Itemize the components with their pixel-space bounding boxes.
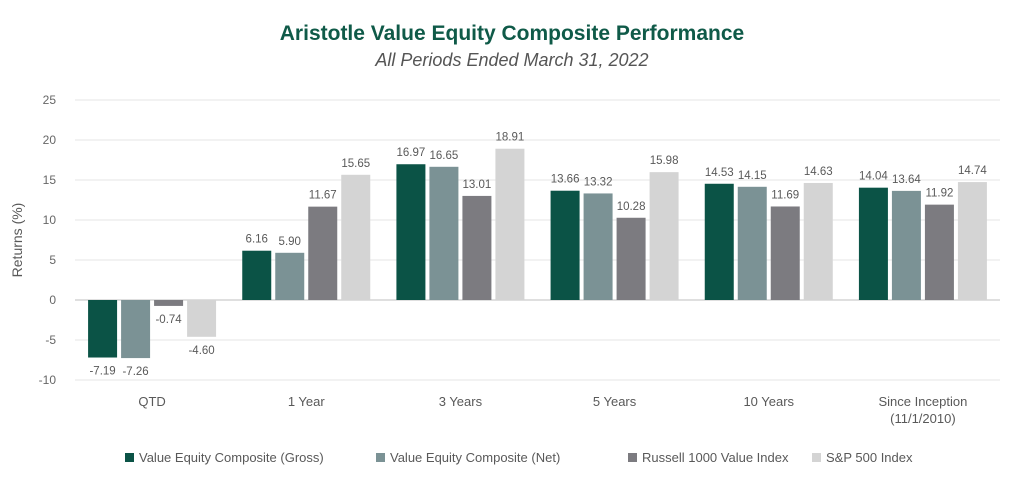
bar [187, 300, 217, 337]
bar [649, 172, 679, 300]
y-tick-label: 20 [43, 133, 57, 147]
data-label: -7.26 [122, 366, 148, 378]
data-label: 15.65 [341, 158, 370, 170]
bar [583, 193, 613, 300]
bar [957, 182, 987, 300]
y-tick-label: 0 [49, 293, 56, 307]
x-tick-label: 5 Years [593, 394, 637, 409]
data-label: 15.98 [650, 155, 679, 167]
data-label: 14.53 [705, 167, 734, 179]
data-labels: -7.19 -7.26 -0.74 -4.60 6.16 5.90 11.67 15.65 16… [89, 132, 987, 378]
data-label: -4.60 [188, 345, 214, 357]
legend-label: Russell 1000 Value Index [642, 450, 789, 465]
data-label: 14.74 [958, 165, 987, 177]
legend-swatch [125, 453, 134, 462]
legend-label: Value Equity Composite (Net) [390, 450, 560, 465]
data-label: 16.97 [397, 147, 426, 159]
data-label: 11.69 [771, 189, 799, 201]
bar [704, 183, 734, 300]
bar [616, 217, 646, 300]
bar [462, 195, 492, 300]
bars [88, 148, 987, 359]
chart-title: Aristotle Value Equity Composite Perform… [279, 22, 745, 45]
data-label: 18.91 [496, 132, 525, 144]
bar [858, 187, 888, 300]
data-label: 14.63 [804, 166, 833, 178]
x-tick-label: 10 Years [743, 394, 794, 409]
data-label: 6.16 [246, 234, 268, 246]
bar [891, 190, 921, 300]
data-label: 14.04 [859, 171, 888, 183]
data-label: 10.28 [617, 201, 646, 213]
x-tick-label: (11/1/2010) [890, 411, 956, 426]
data-label: 16.65 [430, 150, 459, 162]
bar [429, 166, 459, 300]
y-tick-label: 10 [43, 213, 57, 227]
x-tick-label: 3 Years [439, 394, 483, 409]
bar [341, 174, 371, 300]
legend-label: Value Equity Composite (Gross) [139, 450, 324, 465]
data-label: 11.67 [309, 190, 337, 202]
bar [803, 182, 833, 300]
data-label: 5.90 [279, 236, 301, 248]
legend-swatch [628, 453, 637, 462]
y-tick-label: -5 [45, 333, 56, 347]
data-label: 13.01 [463, 179, 492, 191]
x-tick-label: QTD [138, 394, 165, 409]
bar [275, 252, 305, 300]
bar [88, 300, 118, 358]
y-tick-label: 5 [49, 253, 56, 267]
data-label: 13.66 [551, 174, 580, 186]
bar [550, 190, 580, 300]
legend-label: S&P 500 Index [826, 450, 913, 465]
bar [154, 300, 184, 306]
data-label: 11.92 [925, 188, 953, 200]
legend-swatch [376, 453, 385, 462]
data-label: -7.19 [89, 366, 115, 378]
y-axis: 25 20 15 10 5 0 -5 -10 [39, 93, 57, 387]
bar [770, 206, 800, 300]
x-tick-label: Since Inception [878, 394, 967, 409]
y-tick-label: 15 [43, 173, 57, 187]
bar [308, 206, 338, 300]
data-label: 13.64 [892, 174, 921, 186]
bar [396, 164, 426, 300]
bar [242, 250, 272, 300]
x-tick-label: 1 Year [288, 394, 326, 409]
bar [924, 204, 954, 300]
gridlines [75, 99, 1000, 381]
legend: Value Equity Composite (Gross) Value Equi… [125, 450, 913, 465]
bar [737, 186, 767, 300]
data-label: 14.15 [738, 170, 767, 182]
y-axis-label: Returns (%) [9, 203, 25, 278]
chart-subtitle: All Periods Ended March 31, 2022 [375, 50, 649, 70]
y-tick-label: -10 [39, 373, 57, 387]
bar [495, 148, 525, 300]
data-label: 13.32 [584, 176, 613, 188]
legend-swatch [812, 453, 821, 462]
bar [121, 300, 151, 359]
x-axis: QTD 1 Year 3 Years 5 Years 10 Years Since Inc… [138, 394, 967, 426]
data-label: -0.74 [155, 314, 182, 326]
y-tick-label: 25 [43, 93, 57, 107]
